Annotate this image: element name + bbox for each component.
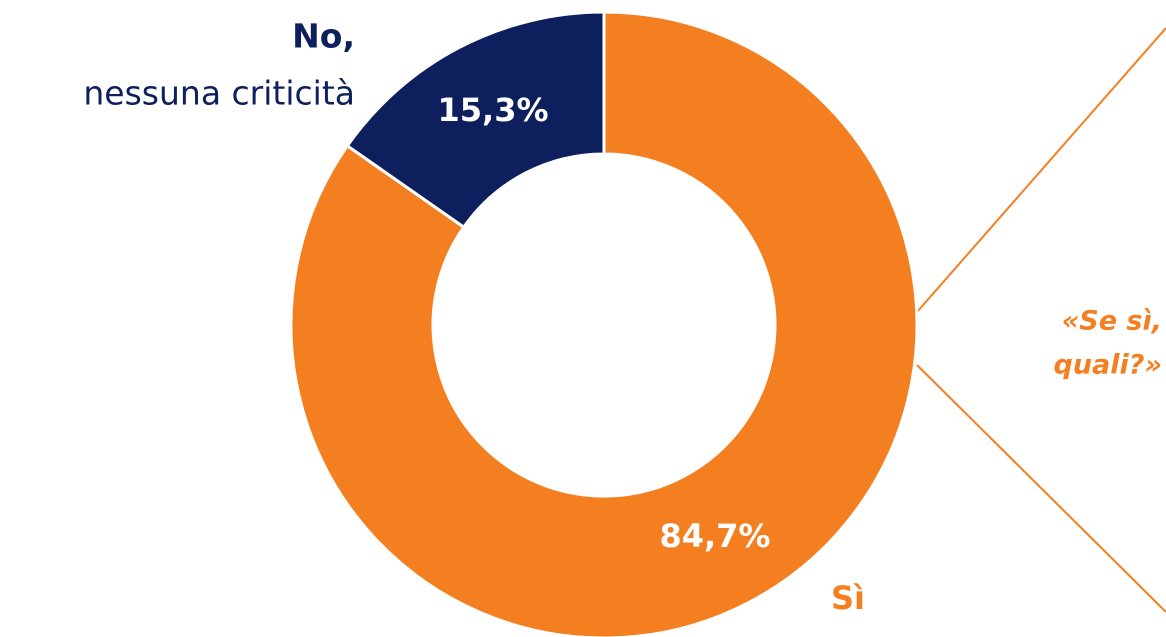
connector-line	[916, 27, 1166, 313]
connector-line	[916, 364, 1166, 613]
category-label: No,	[292, 17, 355, 56]
category-label: Sì	[831, 579, 865, 617]
value-label: 15,3%	[438, 91, 549, 129]
annotation: nessuna criticità	[83, 74, 355, 113]
value-label: 84,7%	[659, 517, 770, 555]
donut-slice	[289, 10, 919, 637]
annotation: quali?»	[1054, 350, 1163, 381]
annotation: «Se sì,	[1062, 306, 1162, 337]
donut-slice	[345, 10, 606, 230]
